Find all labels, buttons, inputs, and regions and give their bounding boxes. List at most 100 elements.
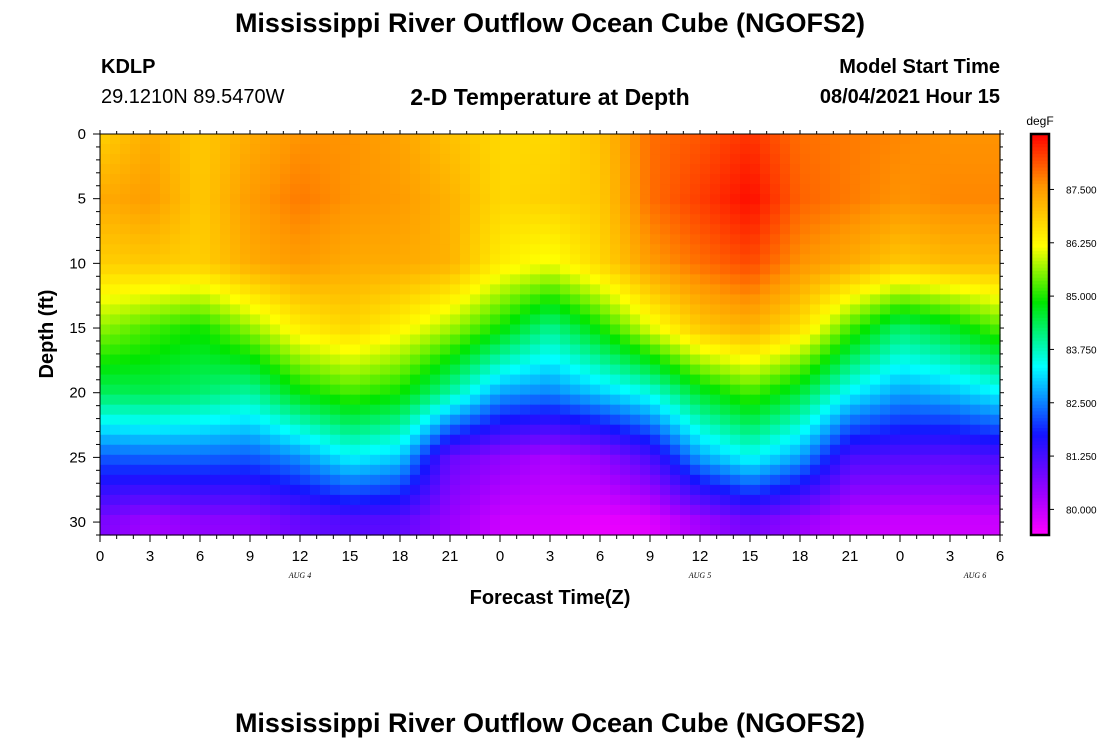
heatmap-cell: [380, 404, 391, 416]
heatmap-cell: [940, 454, 951, 466]
heatmap-cell: [270, 144, 281, 155]
heatmap-cell: [130, 384, 141, 396]
colorbar-segment: [1031, 474, 1049, 479]
heatmap-cell: [430, 314, 441, 326]
heatmap-cell: [930, 474, 941, 486]
heatmap-cell: [500, 204, 511, 215]
heatmap-cell: [740, 294, 751, 306]
heatmap-cell: [250, 144, 261, 155]
heatmap-cell: [130, 164, 141, 175]
heatmap-cell: [140, 434, 151, 446]
heatmap-cell: [830, 154, 841, 165]
colorbar-segment: [1031, 147, 1049, 152]
heatmap-cell: [370, 364, 381, 376]
heatmap-cell: [320, 454, 331, 466]
y-tick-label: 10: [69, 255, 86, 272]
heatmap-cell: [660, 464, 671, 476]
heatmap-cell: [550, 504, 561, 516]
colorbar-segment: [1031, 307, 1049, 312]
heatmap-cell: [150, 174, 161, 185]
heatmap-cell: [910, 264, 921, 275]
heatmap-cell: [380, 514, 391, 526]
heatmap-cell: [900, 374, 911, 386]
heatmap-cell: [640, 134, 651, 145]
heatmap-cell: [150, 194, 161, 205]
heatmap-cell: [360, 244, 371, 255]
heatmap-cell: [840, 274, 851, 285]
heatmap-cell: [170, 134, 181, 145]
heatmap-cell: [290, 504, 301, 516]
heatmap-cell: [990, 174, 1001, 185]
heatmap-cell: [730, 514, 741, 526]
heatmap-cell: [120, 274, 131, 285]
heatmap-cell: [700, 224, 711, 235]
heatmap-cell: [820, 384, 831, 396]
heatmap-cell: [900, 394, 911, 406]
heatmap-cell: [160, 294, 171, 306]
heatmap-cell: [960, 334, 971, 346]
heatmap-cell: [680, 304, 691, 316]
heatmap-cell: [220, 144, 231, 155]
heatmap-cell: [380, 324, 391, 336]
heatmap-cell: [310, 334, 321, 346]
heatmap-cell: [460, 324, 471, 336]
x-tick-label: 0: [96, 548, 104, 565]
heatmap-cell: [270, 134, 281, 145]
heatmap-cell: [370, 264, 381, 275]
heatmap-cell: [870, 234, 881, 245]
heatmap-cell: [330, 394, 341, 406]
heatmap-cell: [860, 224, 871, 235]
heatmap-cell: [460, 384, 471, 396]
heatmap-cell: [870, 524, 881, 536]
heatmap-cell: [160, 134, 171, 145]
heatmap-cell: [500, 244, 511, 255]
heatmap-cell: [320, 264, 331, 275]
heatmap-cell: [760, 414, 771, 426]
heatmap-cell: [500, 364, 511, 376]
heatmap-cell: [760, 404, 771, 416]
colorbar-segment: [1031, 294, 1049, 299]
heatmap-cell: [120, 334, 131, 346]
heatmap-cell: [420, 524, 431, 536]
heatmap-cell: [210, 234, 221, 245]
heatmap-cell: [550, 524, 561, 536]
colorbar-segment: [1031, 501, 1049, 506]
heatmap-cell: [590, 434, 601, 446]
heatmap-cell: [130, 334, 141, 346]
heatmap-cell: [580, 304, 591, 316]
heatmap-cell: [820, 374, 831, 386]
heatmap-cell: [680, 484, 691, 496]
heatmap-cell: [640, 224, 651, 235]
heatmap-cell: [450, 324, 461, 336]
heatmap-cell: [820, 324, 831, 336]
heatmap-cell: [690, 304, 701, 316]
heatmap-cell: [830, 504, 841, 516]
heatmap-cell: [200, 234, 211, 245]
heatmap-cell: [950, 154, 961, 165]
heatmap-cell: [430, 284, 441, 296]
heatmap-cell: [750, 484, 761, 496]
heatmap-cell: [410, 194, 421, 205]
heatmap-cell: [280, 424, 291, 436]
heatmap-cell: [340, 404, 351, 416]
heatmap-cell: [110, 134, 121, 145]
heatmap-cell: [670, 304, 681, 316]
heatmap-cell: [930, 394, 941, 406]
heatmap-cell: [150, 464, 161, 476]
heatmap-cell: [590, 514, 601, 526]
heatmap-cell: [240, 454, 251, 466]
heatmap-cell: [150, 314, 161, 326]
heatmap-cell: [110, 144, 121, 155]
heatmap-cell: [110, 204, 121, 215]
heatmap-cell: [230, 404, 241, 416]
heatmap-cell: [540, 484, 551, 496]
heatmap-cell: [350, 234, 361, 245]
heatmap-cell: [360, 474, 371, 486]
colorbar-tick-label: 87.500: [1066, 185, 1097, 196]
heatmap-cell: [180, 294, 191, 306]
heatmap-cell: [530, 384, 541, 396]
heatmap-cell: [260, 204, 271, 215]
heatmap-cell: [420, 184, 431, 195]
heatmap-cell: [340, 454, 351, 466]
heatmap-cell: [360, 134, 371, 145]
